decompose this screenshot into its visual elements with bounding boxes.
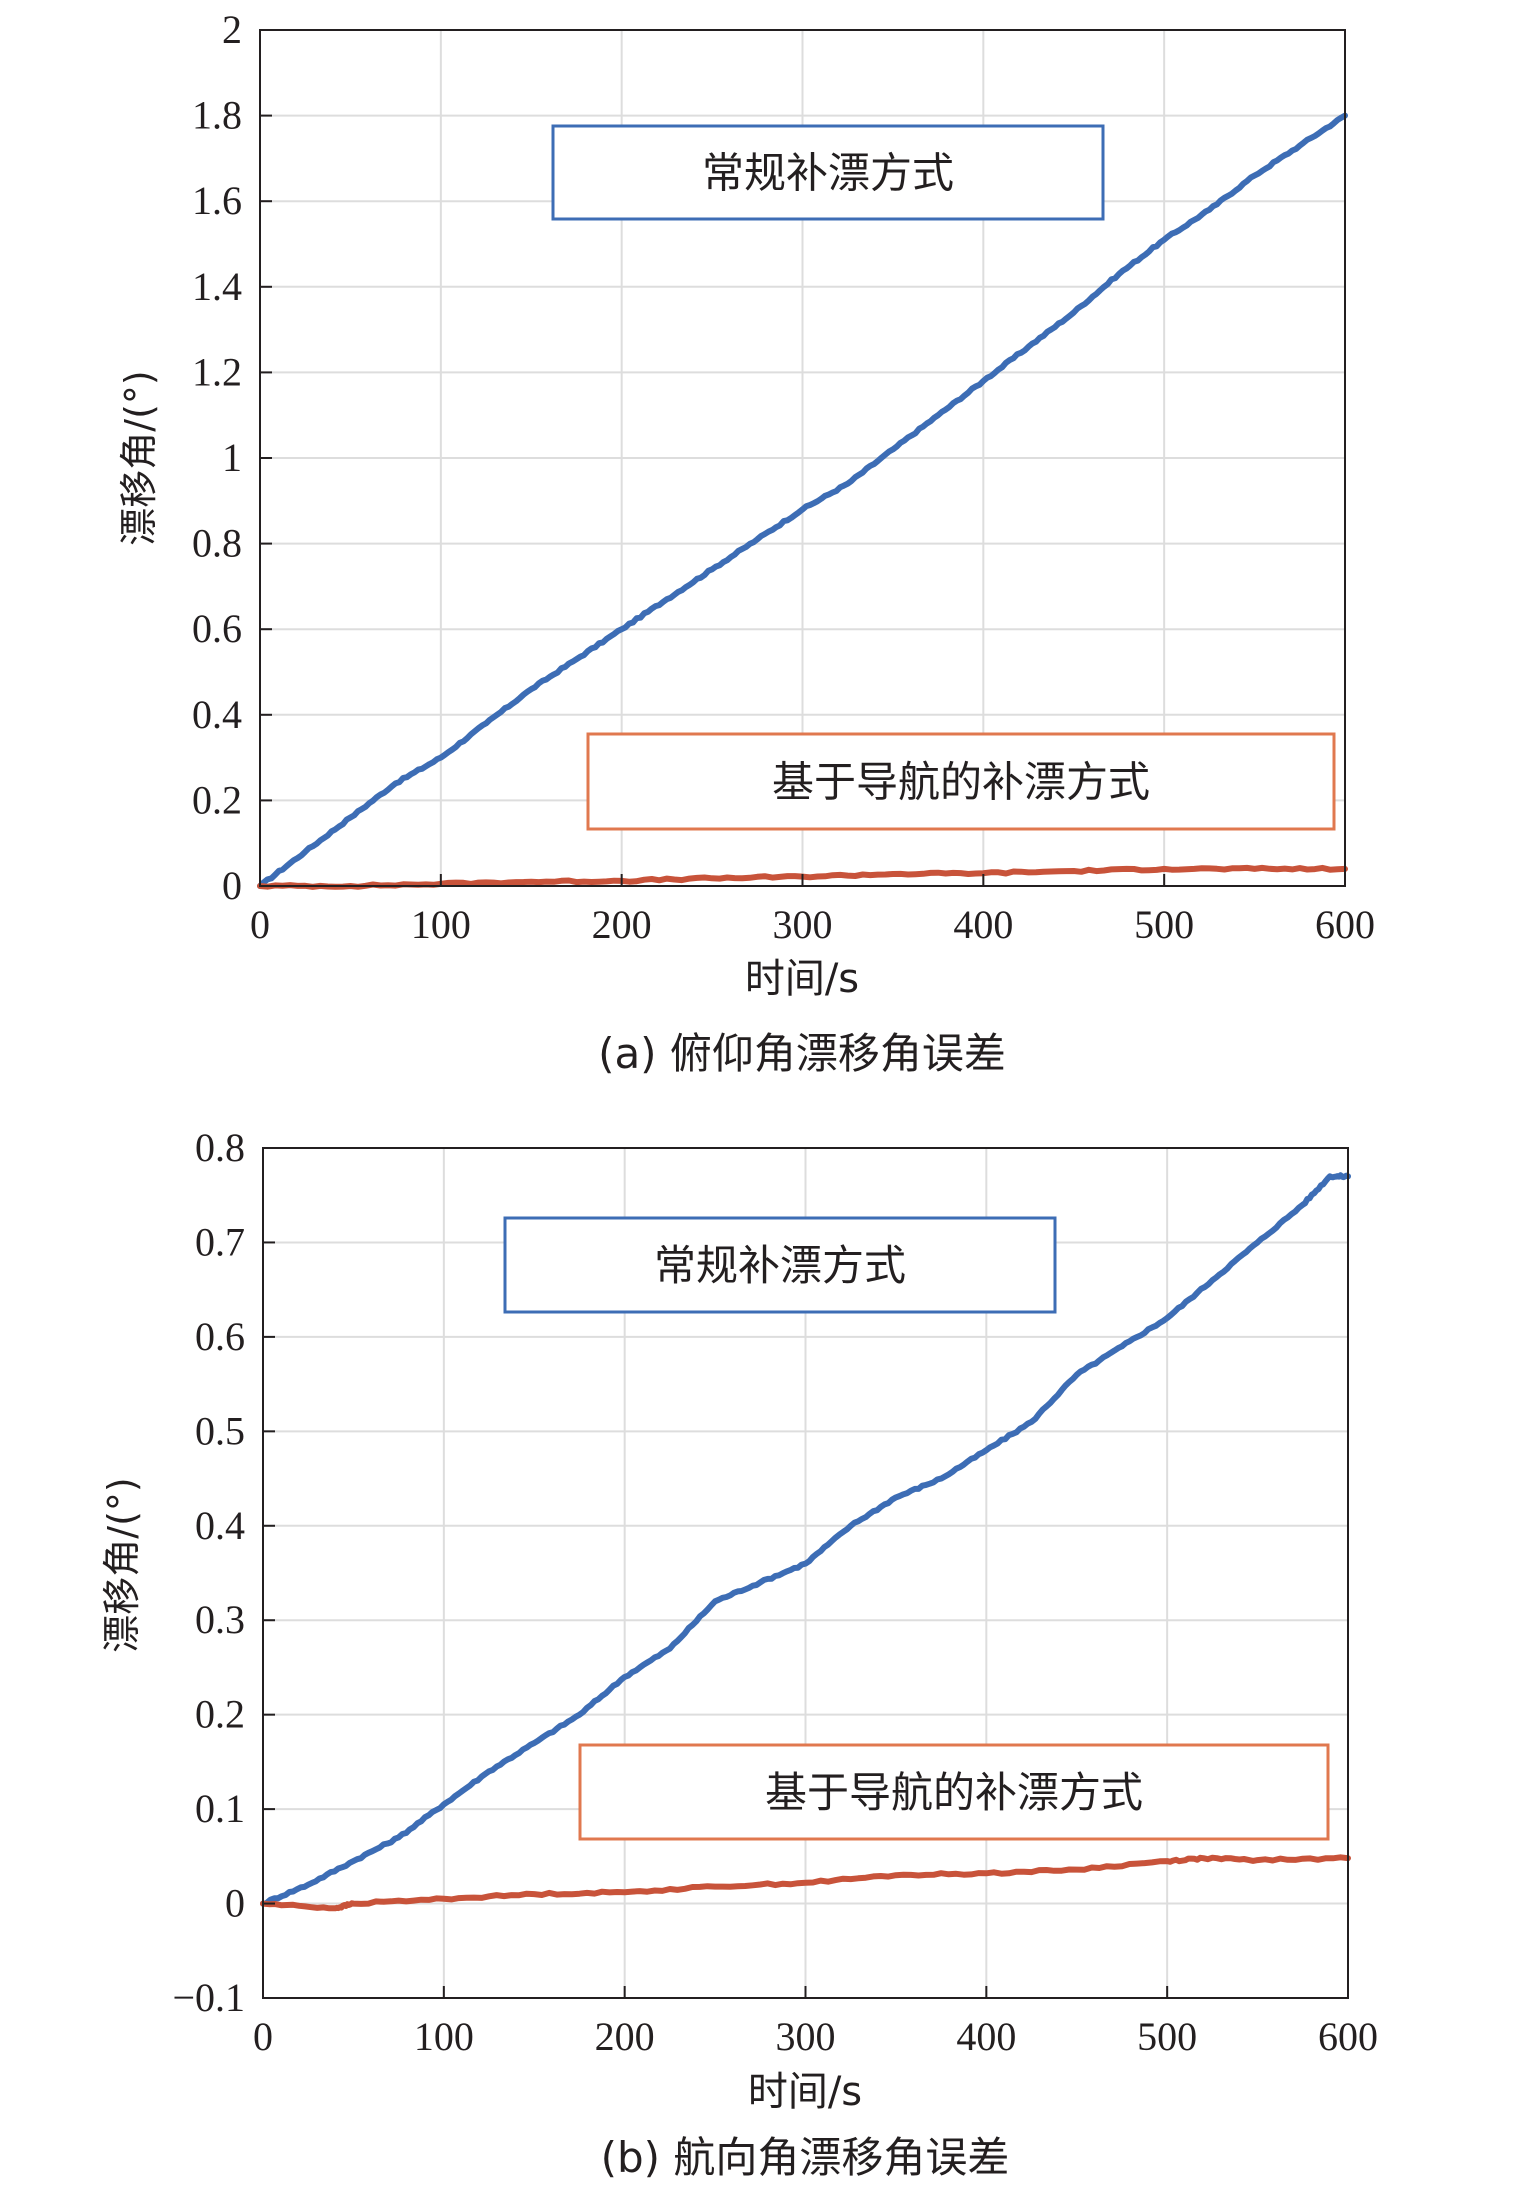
chart-0-y-tick-label: 0 xyxy=(222,863,242,908)
chart-0-x-tick-label: 200 xyxy=(592,902,652,947)
chart-0-x-tick-label: 600 xyxy=(1315,902,1375,947)
chart-1-series-line-0 xyxy=(260,1172,1351,1907)
chart-0-x-tick-label: 0 xyxy=(250,902,270,947)
chart-1-y-tick-label: 0.8 xyxy=(195,1125,245,1170)
chart-a-y-axis-label: 漂移角/(°) xyxy=(117,370,161,545)
chart-b-x-axis-label: 时间/s xyxy=(748,2069,862,2115)
chart-1-x-tick-label: 100 xyxy=(414,2014,474,2059)
chart-0-series-label-box-0 xyxy=(551,124,1105,221)
chart-0-y-tick-label: 1.8 xyxy=(192,93,242,138)
chart-b-caption: (b) 航向角漂移角误差 xyxy=(601,2133,1010,2182)
chart-0-y-tick-label: 0.2 xyxy=(192,777,242,822)
chart-1-x-tick-label: 400 xyxy=(956,2014,1016,2059)
chart-1-y-tick-label: 0.6 xyxy=(195,1314,245,1359)
chart-0-x-tick-label: 500 xyxy=(1134,902,1194,947)
chart-a-ticks: 0 100 200 300 400 500 600 0 0.2 0.4 0.6 0.8 1 1.2 1.4 1… xyxy=(192,7,1375,947)
chart-1-y-tick-label: −0.1 xyxy=(172,1975,245,2020)
chart-b: 0 100 200 300 400 500 600−0.100.10.20.30.40.50… xyxy=(100,1125,1378,2182)
chart-0-y-tick-label: 1 xyxy=(222,435,242,480)
chart-0-y-tick-label: 0.6 xyxy=(192,606,242,651)
chart-1-y-tick-label: 0.4 xyxy=(195,1503,245,1548)
chart-1-y-tick-label: 0.7 xyxy=(195,1219,245,1264)
chart-1-series-line-1 xyxy=(260,1854,1351,1912)
chart-b-y-axis-label: 漂移角/(°) xyxy=(100,1477,144,1652)
chart-b-series xyxy=(260,1172,1351,1912)
chart-0-y-tick-label: 0.8 xyxy=(192,521,242,566)
chart-1-x-tick-label: 300 xyxy=(776,2014,836,2059)
chart-1-y-tick-label: 0.3 xyxy=(195,1597,245,1642)
chart-0-y-tick-label: 0.4 xyxy=(192,692,242,737)
chart-0-x-tick-label: 300 xyxy=(773,902,833,947)
chart-0-y-tick-label: 2 xyxy=(222,7,242,52)
chart-1-y-tick-label: 0 xyxy=(225,1881,245,1926)
chart-0-series-line-0 xyxy=(257,112,1348,889)
chart-0-series-label-0: 常规补漂方式 xyxy=(702,149,954,198)
chart-1-series-label-box-0 xyxy=(503,1216,1057,1314)
chart-1-series-label-0: 常规补漂方式 xyxy=(654,1241,906,1290)
chart-1-y-tick-label: 0.1 xyxy=(195,1786,245,1831)
chart-0-x-tick-label: 100 xyxy=(411,902,471,947)
chart-b-ticks: 0 100 200 300 400 500 600−0.100.10.20.30.40.50… xyxy=(172,1125,1378,2059)
chart-a-caption: (a) 俯仰角漂移角误差 xyxy=(598,1029,1006,1078)
chart-1-series-label-box-1 xyxy=(578,1743,1330,1841)
chart-1-x-tick-label: 0 xyxy=(253,2014,273,2059)
chart-a: 0 100 200 300 400 500 600 0 0.2 0.4 0.6 0.8 1 1.2 1.4 1… xyxy=(117,7,1375,1078)
chart-0-y-tick-label: 1.4 xyxy=(192,264,242,309)
chart-a-x-axis-label: 时间/s xyxy=(745,956,859,1002)
chart-0-y-tick-label: 1.6 xyxy=(192,178,242,223)
chart-1-y-tick-label: 0.2 xyxy=(195,1692,245,1737)
chart-1-series-label-1: 基于导航的补漂方式 xyxy=(765,1768,1143,1817)
chart-0-series-label-1: 基于导航的补漂方式 xyxy=(772,758,1150,807)
chart-0-series-label-box-1 xyxy=(586,732,1336,831)
chart-1-x-tick-label: 500 xyxy=(1137,2014,1197,2059)
chart-1-x-tick-label: 600 xyxy=(1318,2014,1378,2059)
chart-0-x-tick-label: 400 xyxy=(953,902,1013,947)
chart-0-y-tick-label: 1.2 xyxy=(192,349,242,394)
chart-1-x-tick-label: 200 xyxy=(595,2014,655,2059)
chart-1-y-tick-label: 0.5 xyxy=(195,1408,245,1453)
